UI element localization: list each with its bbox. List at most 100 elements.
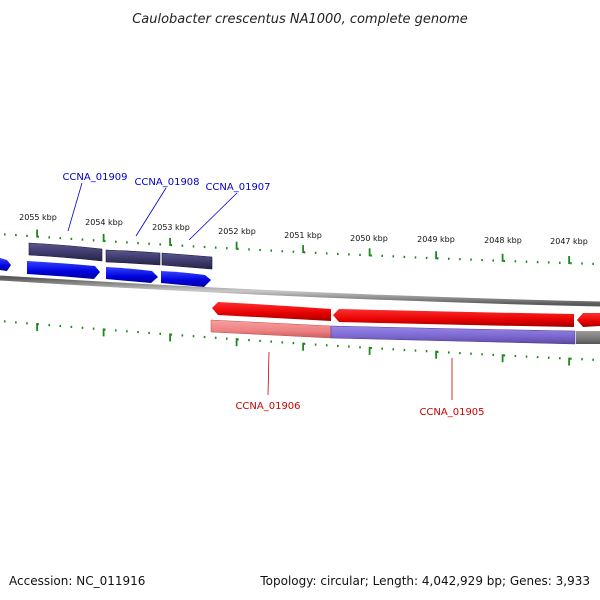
minor-tick (59, 237, 62, 240)
minor-tick (448, 351, 450, 354)
cds-arrow-partial[interactable] (0, 258, 11, 271)
major-tick (368, 346, 371, 355)
minor-tick (470, 258, 472, 261)
major-tick (169, 237, 171, 246)
minor-tick (137, 242, 139, 245)
reverse-cds-track (212, 302, 600, 327)
minor-tick (248, 339, 250, 342)
tick-label: 2048 kbp (484, 236, 522, 245)
minor-tick (481, 353, 483, 356)
tick-label: 2050 kbp (350, 234, 388, 243)
minor-tick (214, 336, 217, 339)
major-tick (102, 233, 105, 242)
gene-block-ccna-01909[interactable] (28, 242, 103, 262)
minor-tick (414, 349, 417, 352)
minor-tick (15, 321, 17, 324)
minor-tick (203, 335, 206, 339)
minor-tick (581, 358, 583, 361)
minor-tick (226, 247, 228, 250)
cds-arrow-ccna-01909[interactable] (27, 261, 100, 279)
gene-label-ccna-01908[interactable]: CCNA_01908 (134, 177, 199, 188)
minor-tick (148, 331, 150, 335)
minor-tick (181, 244, 184, 247)
minor-tick (259, 248, 261, 252)
minor-tick (292, 250, 295, 253)
gene-block-partial-right[interactable] (576, 331, 600, 344)
gene-block-ccna-01905[interactable] (330, 325, 576, 345)
minor-tick (92, 239, 95, 242)
gene-labels: CCNA_01909 CCNA_01908 CCNA_01907 CCNA_01… (62, 172, 484, 418)
minor-tick (70, 237, 73, 240)
minor-tick (237, 338, 239, 341)
major-tick (568, 357, 570, 366)
cds-arrow-ccna-01908[interactable] (106, 267, 158, 283)
minor-tick (48, 324, 50, 327)
tick-label: 2047 kbp (550, 237, 588, 246)
minor-tick (4, 320, 6, 323)
cds-arrow-ccna-01906[interactable] (212, 302, 331, 321)
gene-label-ccna-01909[interactable]: CCNA_01909 (62, 172, 127, 183)
minor-tick (303, 251, 306, 254)
minor-tick (192, 245, 195, 248)
minor-tick (314, 251, 317, 254)
reverse-gene-track (210, 319, 600, 345)
major-tick (102, 328, 105, 337)
minor-tick (81, 238, 84, 241)
minor-tick (115, 240, 117, 243)
minor-tick (547, 261, 550, 264)
minor-tick (26, 322, 28, 325)
minor-tick (525, 260, 528, 263)
tick-labels: 2055 kbp 2054 kbp 2053 kbp 2052 kbp 2051… (19, 213, 588, 246)
minor-tick (26, 234, 28, 237)
minor-tick (170, 333, 173, 336)
minor-tick (436, 350, 439, 353)
minor-tick (48, 236, 50, 239)
cds-arrow-ccna-01905[interactable] (333, 309, 574, 327)
tick-label: 2051 kbp (284, 231, 322, 240)
minor-tick (581, 262, 583, 265)
minor-tick (37, 235, 39, 238)
cds-arrow-ccna-01907[interactable] (161, 271, 211, 287)
minor-tick (4, 233, 6, 236)
minor-tick (115, 329, 117, 332)
minor-tick (470, 352, 472, 355)
minor-tick (292, 342, 295, 345)
minor-tick (92, 327, 95, 330)
minor-tick (137, 331, 139, 334)
gene-label-ccna-01907[interactable]: CCNA_01907 (205, 182, 270, 193)
minor-tick (281, 341, 284, 344)
minor-tick (325, 252, 328, 255)
minor-tick (259, 339, 261, 342)
minor-tick (159, 243, 161, 246)
minor-tick (592, 262, 594, 265)
tick-label: 2049 kbp (417, 235, 455, 244)
minor-tick (148, 242, 150, 245)
minor-tick (270, 340, 272, 343)
minor-tick (570, 262, 572, 265)
major-tick (501, 354, 504, 363)
minor-tick (248, 248, 250, 251)
minor-tick (203, 245, 206, 249)
major-tick (368, 248, 371, 257)
minor-tick (492, 353, 494, 356)
minor-tick (103, 239, 106, 243)
gene-block-ccna-01907[interactable] (161, 252, 213, 270)
minor-tick (392, 255, 395, 258)
minor-tick (348, 253, 350, 256)
minor-tick (425, 350, 428, 353)
forward-gene-track (28, 242, 213, 270)
minor-tick (370, 254, 372, 257)
major-tick (302, 245, 304, 254)
gene-label-ccna-01905[interactable]: CCNA_01905 (419, 407, 484, 418)
minor-tick (392, 348, 395, 351)
upper-tick-ruler (4, 229, 594, 265)
minor-tick (81, 326, 84, 329)
minor-tick (159, 332, 161, 335)
cds-arrow-partial-right[interactable] (577, 313, 600, 327)
minor-tick (414, 256, 417, 259)
gene-block-ccna-01908[interactable] (105, 249, 161, 266)
gene-label-ccna-01906[interactable]: CCNA_01906 (235, 401, 300, 412)
minor-tick (459, 352, 461, 355)
gene-block-ccna-01906[interactable] (210, 319, 332, 339)
minor-tick (214, 246, 217, 249)
